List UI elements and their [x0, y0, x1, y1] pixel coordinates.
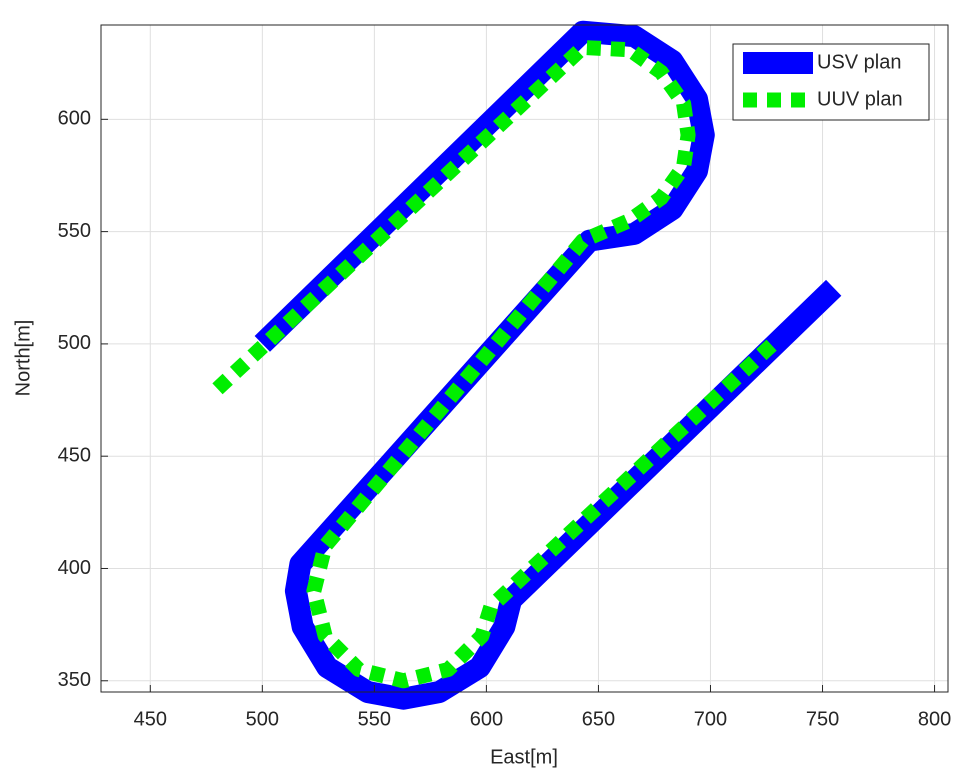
legend-label: USV plan — [817, 51, 902, 73]
y-tick-label: 450 — [58, 444, 91, 466]
x-tick-label: 800 — [918, 708, 951, 730]
series-line — [212, 40, 783, 689]
legend: USV plan UUV plan — [732, 43, 930, 121]
y-tick-label: 400 — [58, 557, 91, 579]
x-axis-label: East[m] — [490, 746, 558, 768]
grid — [101, 25, 948, 692]
x-tick-label: 500 — [246, 708, 279, 730]
y-tick-label: 550 — [58, 220, 91, 242]
y-axis-label: North[m] — [12, 320, 34, 397]
y-tick-label: 500 — [58, 332, 91, 354]
x-tick-label: 550 — [358, 708, 391, 730]
x-tick-label: 650 — [582, 708, 615, 730]
y-tick-label: 600 — [58, 108, 91, 130]
axes-box — [100, 24, 949, 693]
x-tick-label: 750 — [806, 708, 839, 730]
legend-label: UUV plan — [817, 88, 903, 110]
plot-lines — [212, 20, 842, 710]
y-tick-label: 350 — [58, 669, 91, 691]
x-tick-label: 600 — [470, 708, 503, 730]
x-tick-label: 450 — [134, 708, 167, 730]
x-tick-label: 700 — [694, 708, 727, 730]
ticks: 450 500 550 600 650 700 750 800 350 400 450 500 550 6… — [58, 108, 952, 731]
series-line — [254, 20, 842, 710]
